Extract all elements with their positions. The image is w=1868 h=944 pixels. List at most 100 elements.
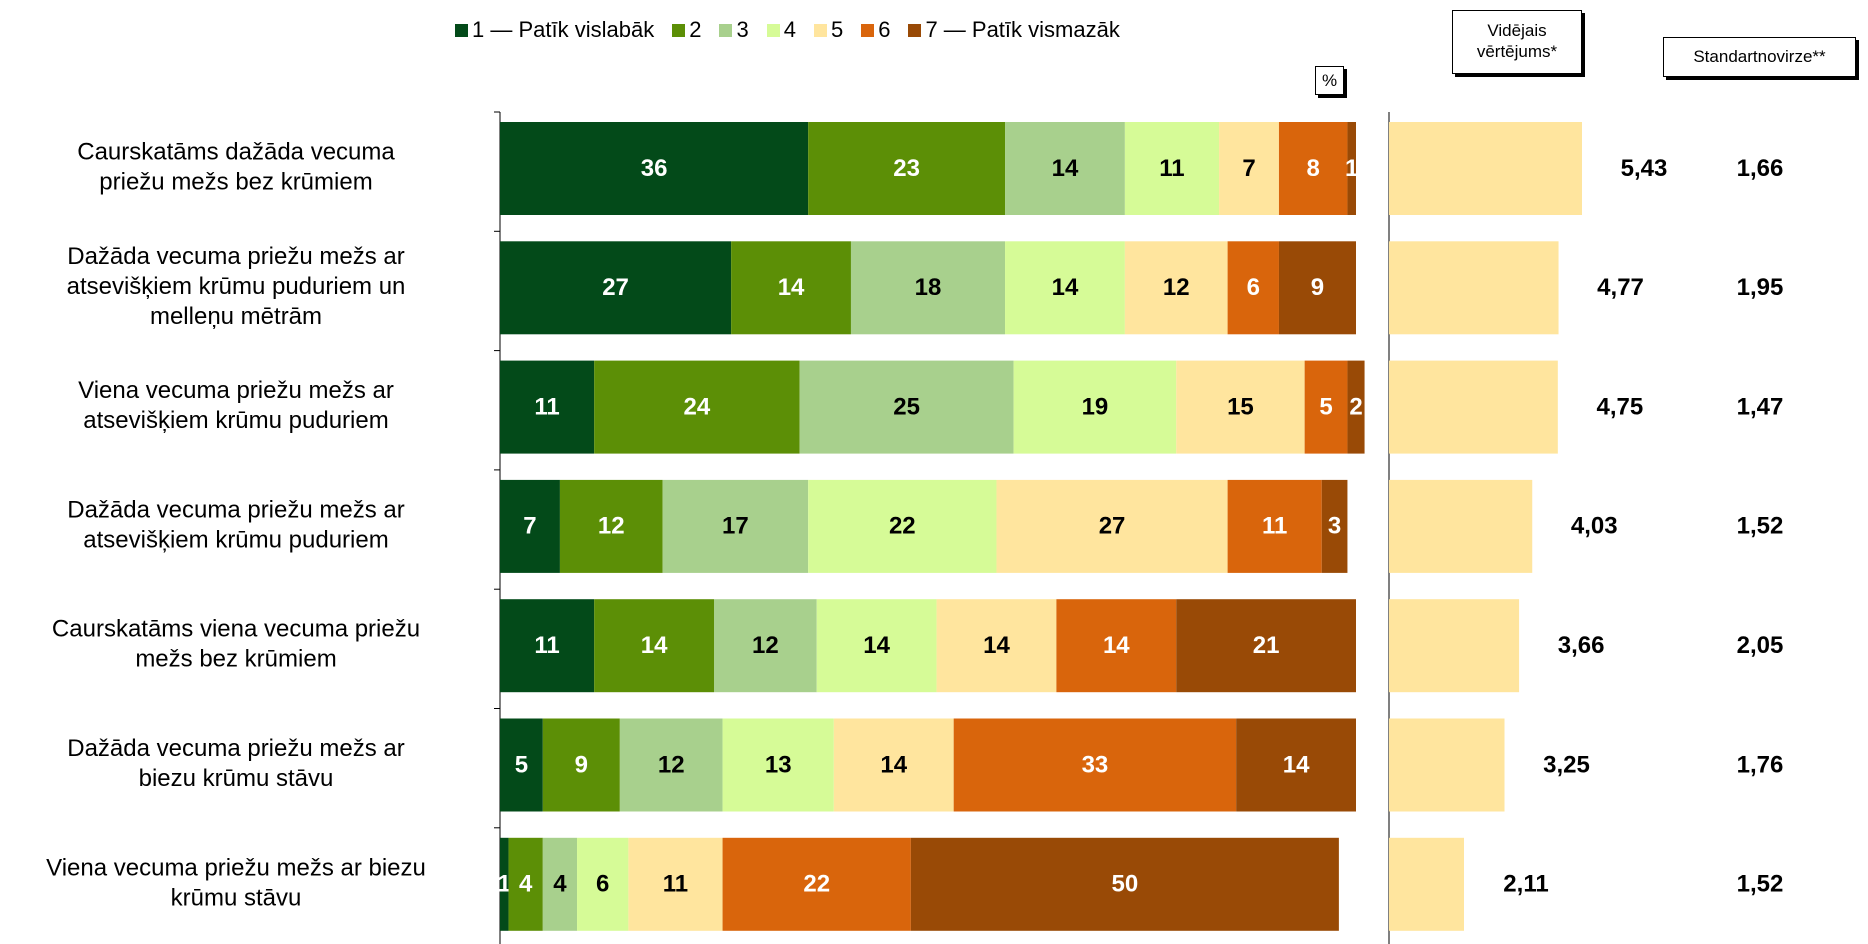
bar-segment (850, 241, 1006, 335)
bar-segment (936, 599, 1057, 693)
bar-segment (500, 241, 732, 335)
bar-value-label: 4 (519, 871, 533, 898)
bar-value-label: 14 (880, 751, 907, 778)
bar-value-label: 8 (1307, 155, 1320, 182)
legend-label: 5 (830, 17, 844, 42)
mean-bar (1389, 479, 1533, 573)
bar-segment (1347, 360, 1365, 454)
bar-value-label: 5 (1319, 393, 1332, 420)
bar-segment (953, 718, 1237, 812)
bar-value-label: 4 (553, 871, 567, 898)
bar-segment (996, 479, 1228, 573)
legend-label: 1 — Patīk vislabāk (472, 17, 655, 42)
bar-segment (577, 837, 629, 931)
bar-value-label: 19 (1082, 393, 1109, 420)
category-label-line: melleņu mētrām (150, 303, 322, 330)
bar-value-label: 21 (1253, 632, 1280, 659)
bar-segment (816, 599, 937, 693)
category-label: Dažāda vecuma priežu mežs ar biezu krūmu … (67, 735, 404, 792)
legend-item: 7 — Patīk vismazāk (908, 17, 1120, 43)
mean-bar (1389, 241, 1559, 335)
category-label-line: biezu krūmu stāvu (139, 765, 334, 792)
bar-segment (542, 837, 578, 931)
category-label-line: Dažāda vecuma priežu mežs ar (67, 497, 404, 524)
bar-value-label: 12 (1163, 274, 1190, 301)
bar-segment (1321, 479, 1348, 573)
legend-label: 3 (736, 17, 749, 42)
bar-value-label: 14 (863, 632, 890, 659)
bar-segment (1013, 360, 1177, 454)
bar-segment (559, 479, 663, 573)
bar-value-label: 7 (523, 513, 536, 540)
bar-segment (833, 718, 954, 812)
bar-segment (1124, 241, 1228, 335)
bar-value-label: 36 (641, 155, 668, 182)
bar-value-label: 23 (893, 155, 920, 182)
sd-header: Standartnovirze** (1663, 37, 1856, 77)
mean-value-label: 5,43 (1621, 155, 1668, 182)
category-label: Caurskatāms viena vecuma priežu mežs bez … (52, 616, 420, 673)
bar-value-label: 14 (1103, 632, 1130, 659)
legend: 1 — Patīk vislabāk 2 3 4 5 6 7 — Patīk vismazā… (455, 16, 1120, 44)
bar-segment (1056, 599, 1177, 693)
bar-segment (500, 599, 595, 693)
bar-value-label: 14 (1283, 751, 1310, 778)
bar-segment (1236, 718, 1356, 812)
bar-value-label: 12 (752, 632, 779, 659)
category-label-line: atsevišķiem krūmu puduriem un (67, 273, 406, 300)
bar-segment (714, 599, 817, 693)
bar-value-label: 11 (1159, 155, 1184, 182)
bar-segment (1227, 241, 1279, 335)
legend-swatch (766, 23, 780, 37)
bar-segment (500, 479, 560, 573)
bar-segment (500, 122, 809, 215)
legend-label: 6 (878, 17, 891, 42)
bar-segment (542, 718, 620, 812)
bar-segment (500, 360, 595, 454)
bar-value-label: 50 (1112, 871, 1139, 898)
legend-item: 2 (672, 17, 701, 43)
bar-value-label: 3 (1328, 513, 1341, 540)
bar-value-label: 14 (1052, 155, 1079, 182)
bar-segment (722, 718, 834, 812)
mean-bar (1389, 122, 1582, 215)
bar-value-label: 9 (1311, 274, 1324, 301)
mean-bar (1389, 360, 1558, 454)
category-label-line: Caurskatāms dažāda vecuma (77, 139, 395, 166)
bar-value-label: 33 (1082, 751, 1109, 778)
bar-value-label: 14 (983, 632, 1010, 659)
mean-value-label: 4,75 (1596, 393, 1643, 420)
category-label-line: atsevišķiem krūmu puduriem (83, 527, 388, 554)
bar-value-label: 2 (1349, 393, 1362, 420)
category-label-line: priežu mežs bez krūmiem (99, 169, 372, 196)
bar-segment (1278, 241, 1356, 335)
legend-swatch (861, 23, 875, 37)
legend-item: 6 (861, 17, 890, 43)
legend-swatch (908, 23, 922, 37)
sd-value-label: 1,76 (1737, 751, 1784, 778)
sd-value-label: 1,95 (1737, 274, 1784, 301)
bar-segment (628, 837, 723, 931)
bar-segment (1005, 122, 1125, 215)
bar-value-label: 27 (1099, 513, 1126, 540)
percent-label: % (1315, 66, 1344, 95)
bar-segment (808, 479, 997, 573)
bar-value-label: 13 (765, 751, 792, 778)
bar-value-label: 11 (663, 871, 688, 898)
bar-segment (508, 837, 543, 931)
bar-segment (1278, 122, 1348, 215)
bar-segment (1227, 479, 1322, 573)
bar-value-label: 17 (722, 513, 749, 540)
mean-bar (1389, 599, 1520, 693)
category-label: Viena vecuma priežu mežs ar atsevišķiem k… (78, 377, 394, 434)
mean-header: Vidējais vērtējums* (1452, 10, 1582, 74)
bar-segment (808, 122, 1006, 215)
bar-value-label: 1 (498, 871, 511, 898)
category-label: Viena vecuma priežu mežs ar biezu krūmu s… (46, 855, 426, 912)
category-label: Dažāda vecuma priežu mežs ar atsevišķiem … (67, 497, 404, 554)
bar-segment (1176, 360, 1305, 454)
bar-segment (619, 718, 723, 812)
bar-segment (594, 599, 714, 693)
bar-value-label: 14 (1052, 274, 1079, 301)
